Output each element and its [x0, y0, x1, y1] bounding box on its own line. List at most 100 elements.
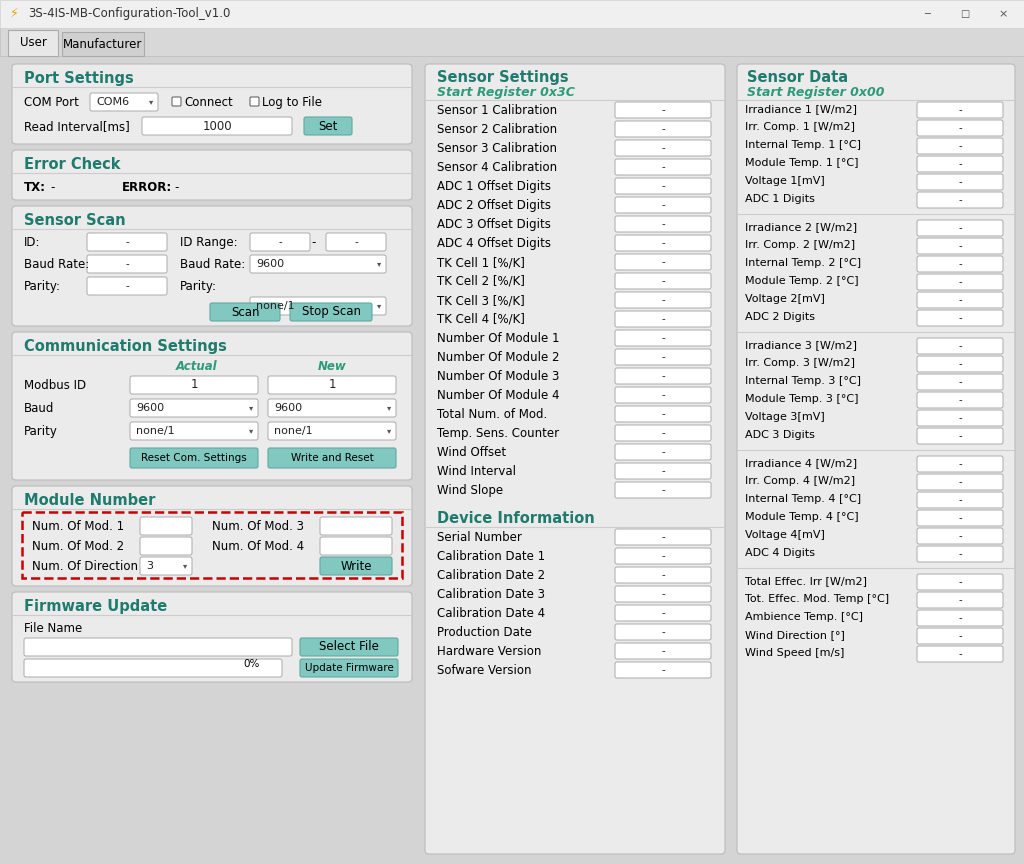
Text: Internal Temp. 2 [°C]: Internal Temp. 2 [°C] — [745, 258, 861, 268]
Text: ADC 1 Digits: ADC 1 Digits — [745, 194, 815, 204]
Text: Write: Write — [340, 560, 372, 573]
FancyBboxPatch shape — [87, 233, 167, 251]
Text: Module Temp. 4 [°C]: Module Temp. 4 [°C] — [745, 512, 859, 522]
Text: Start Register 0x3C: Start Register 0x3C — [437, 86, 574, 99]
FancyBboxPatch shape — [615, 178, 711, 194]
Text: -: - — [958, 241, 962, 251]
FancyBboxPatch shape — [12, 592, 412, 682]
Text: Voltage 3[mV]: Voltage 3[mV] — [745, 412, 824, 422]
Text: Communication Settings: Communication Settings — [24, 339, 227, 354]
Text: Update Firmware: Update Firmware — [304, 663, 393, 673]
FancyBboxPatch shape — [615, 235, 711, 251]
FancyBboxPatch shape — [290, 303, 372, 321]
Text: -: - — [958, 649, 962, 659]
Text: ADC 4 Offset Digits: ADC 4 Offset Digits — [437, 237, 551, 250]
Text: Modbus ID: Modbus ID — [24, 379, 86, 392]
Text: Serial Number: Serial Number — [437, 531, 522, 544]
Text: Write and Reset: Write and Reset — [291, 453, 374, 463]
Text: ▾: ▾ — [249, 403, 253, 412]
Text: ADC 3 Digits: ADC 3 Digits — [745, 430, 815, 440]
FancyBboxPatch shape — [918, 120, 1002, 136]
FancyBboxPatch shape — [918, 592, 1002, 608]
FancyBboxPatch shape — [918, 310, 1002, 326]
FancyBboxPatch shape — [918, 492, 1002, 508]
FancyBboxPatch shape — [90, 93, 158, 111]
Text: -: - — [662, 665, 665, 675]
FancyBboxPatch shape — [615, 254, 711, 270]
Text: Calibration Date 3: Calibration Date 3 — [437, 588, 545, 601]
FancyBboxPatch shape — [615, 529, 711, 545]
Text: -: - — [958, 105, 962, 115]
Text: Sofware Version: Sofware Version — [437, 664, 531, 677]
Text: Module Number: Module Number — [24, 493, 156, 508]
Text: -: - — [662, 295, 665, 305]
Text: -: - — [958, 577, 962, 587]
FancyBboxPatch shape — [87, 255, 167, 273]
FancyBboxPatch shape — [918, 174, 1002, 190]
FancyBboxPatch shape — [918, 374, 1002, 390]
Text: Sensor 2 Calibration: Sensor 2 Calibration — [437, 123, 557, 136]
Text: Voltage 4[mV]: Voltage 4[mV] — [745, 530, 825, 540]
Text: Log to File: Log to File — [262, 96, 322, 109]
FancyBboxPatch shape — [130, 376, 258, 394]
Text: TK Cell 1 [%/K]: TK Cell 1 [%/K] — [437, 256, 525, 269]
Text: -: - — [662, 257, 665, 267]
FancyBboxPatch shape — [918, 292, 1002, 308]
FancyBboxPatch shape — [12, 486, 412, 586]
Text: Voltage 2[mV]: Voltage 2[mV] — [745, 294, 825, 304]
Text: -: - — [662, 390, 665, 400]
FancyBboxPatch shape — [24, 659, 282, 677]
FancyBboxPatch shape — [615, 292, 711, 308]
Text: Num. Of Mod. 4: Num. Of Mod. 4 — [212, 540, 304, 553]
FancyBboxPatch shape — [615, 444, 711, 460]
Text: -: - — [662, 238, 665, 248]
Text: -: - — [662, 352, 665, 362]
FancyBboxPatch shape — [12, 206, 412, 326]
Text: File Name: File Name — [24, 622, 82, 635]
Text: Tot. Effec. Mod. Temp [°C]: Tot. Effec. Mod. Temp [°C] — [745, 594, 889, 604]
FancyBboxPatch shape — [425, 64, 725, 854]
FancyBboxPatch shape — [140, 517, 193, 535]
Text: -: - — [958, 413, 962, 423]
Text: ▾: ▾ — [387, 427, 391, 435]
FancyBboxPatch shape — [918, 392, 1002, 408]
Text: ▾: ▾ — [249, 427, 253, 435]
Text: Num. Of Mod. 2: Num. Of Mod. 2 — [32, 540, 124, 553]
FancyBboxPatch shape — [615, 605, 711, 621]
Text: 1: 1 — [329, 378, 336, 391]
Text: Baud: Baud — [24, 402, 54, 415]
FancyBboxPatch shape — [918, 256, 1002, 272]
FancyBboxPatch shape — [268, 422, 396, 440]
FancyBboxPatch shape — [304, 117, 352, 135]
FancyBboxPatch shape — [918, 102, 1002, 118]
FancyBboxPatch shape — [319, 517, 392, 535]
Text: -: - — [662, 276, 665, 286]
FancyBboxPatch shape — [250, 97, 259, 106]
Text: Wind Direction [°]: Wind Direction [°] — [745, 630, 845, 640]
Text: Irradiance 2 [W/m2]: Irradiance 2 [W/m2] — [745, 222, 857, 232]
Text: Device Information: Device Information — [437, 511, 595, 526]
Text: ERROR:: ERROR: — [122, 181, 172, 194]
Text: TK Cell 3 [%/K]: TK Cell 3 [%/K] — [437, 294, 524, 307]
FancyBboxPatch shape — [918, 574, 1002, 590]
Text: Irr. Comp. 4 [W/m2]: Irr. Comp. 4 [W/m2] — [745, 476, 855, 486]
Text: Port Settings: Port Settings — [24, 71, 134, 86]
Text: Irradiance 3 [W/m2]: Irradiance 3 [W/m2] — [745, 340, 857, 350]
Text: -: - — [958, 595, 962, 605]
FancyBboxPatch shape — [615, 197, 711, 213]
FancyBboxPatch shape — [140, 557, 193, 575]
Text: Wind Offset: Wind Offset — [437, 446, 506, 459]
FancyBboxPatch shape — [918, 192, 1002, 208]
Text: -: - — [662, 627, 665, 637]
FancyBboxPatch shape — [918, 338, 1002, 354]
Text: -: - — [958, 513, 962, 523]
Text: -: - — [958, 613, 962, 623]
FancyBboxPatch shape — [615, 548, 711, 564]
Text: -: - — [662, 570, 665, 580]
FancyBboxPatch shape — [615, 463, 711, 479]
Text: Irr. Comp. 3 [W/m2]: Irr. Comp. 3 [W/m2] — [745, 358, 855, 368]
Text: 3S-4IS-MB-Configuration-Tool_v1.0: 3S-4IS-MB-Configuration-Tool_v1.0 — [28, 7, 230, 20]
Text: Ambience Temp. [°C]: Ambience Temp. [°C] — [745, 612, 863, 622]
FancyBboxPatch shape — [250, 255, 386, 273]
Text: Total Num. of Mod.: Total Num. of Mod. — [437, 408, 547, 421]
